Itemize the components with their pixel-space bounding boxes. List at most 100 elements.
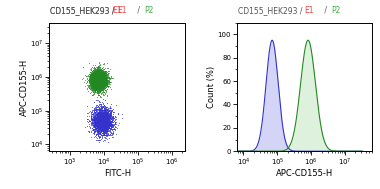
Point [101,71,108,74]
Point [104,126,110,129]
Point [101,82,107,85]
Point [106,125,112,128]
Point [101,74,107,77]
Point [95,82,101,85]
Point [97,83,103,86]
Point [102,126,108,129]
Point [98,125,104,128]
Point [106,109,112,112]
Point [98,70,104,74]
Point [94,84,100,87]
Point [90,78,96,81]
Point [96,123,102,126]
Point [98,75,104,78]
Point [90,78,97,81]
Point [101,93,108,96]
Point [94,71,100,74]
Point [102,73,108,76]
Point [95,72,101,75]
Point [101,73,107,76]
Point [101,119,108,122]
Point [99,79,105,82]
Point [99,122,105,125]
Point [87,87,93,90]
Point [93,78,100,81]
Point [96,81,102,84]
Point [94,120,100,123]
Point [86,78,92,81]
Point [98,75,104,78]
Point [90,81,96,84]
Point [95,140,101,143]
Point [97,80,103,83]
Point [91,72,97,75]
Point [98,117,104,120]
Point [103,121,109,124]
Point [95,75,101,78]
Point [103,120,109,123]
Point [95,80,101,83]
Point [92,82,98,85]
Point [101,129,108,132]
Point [92,77,98,80]
Point [93,112,99,115]
Point [91,120,97,123]
Point [106,114,112,117]
Point [100,72,106,75]
Point [96,114,102,117]
Point [92,113,98,116]
Point [100,78,106,81]
Point [97,82,103,85]
Point [102,125,108,128]
Point [95,75,101,78]
Point [101,114,107,117]
Point [104,119,110,122]
Point [104,114,110,117]
Point [99,128,105,131]
Point [103,125,109,128]
Point [108,87,114,90]
Point [95,70,101,73]
Point [97,132,103,135]
Point [98,115,104,118]
Point [92,114,98,117]
Point [100,109,106,112]
Point [107,67,113,70]
Point [92,87,98,90]
Point [95,77,101,80]
Point [99,127,105,130]
Point [98,128,104,131]
Point [105,110,111,113]
Point [94,87,100,90]
Point [94,116,100,119]
Point [97,88,103,91]
Point [92,85,98,88]
Point [90,73,96,76]
Point [93,84,99,87]
Point [102,71,108,74]
Point [92,87,98,90]
Point [99,133,105,136]
Point [108,114,114,117]
Point [95,79,101,82]
Point [93,84,100,87]
Point [92,120,98,123]
Point [94,84,100,87]
Point [96,82,102,85]
Point [94,90,100,93]
Point [92,121,98,124]
Point [101,76,107,79]
Point [92,112,98,115]
Point [100,117,106,120]
Point [90,86,96,89]
Point [95,121,101,124]
Point [89,80,95,83]
Point [104,130,110,133]
Point [94,80,100,83]
Point [95,70,101,73]
Point [92,77,98,80]
Point [95,123,101,126]
Point [97,75,103,78]
Point [97,84,103,87]
Point [98,82,104,85]
